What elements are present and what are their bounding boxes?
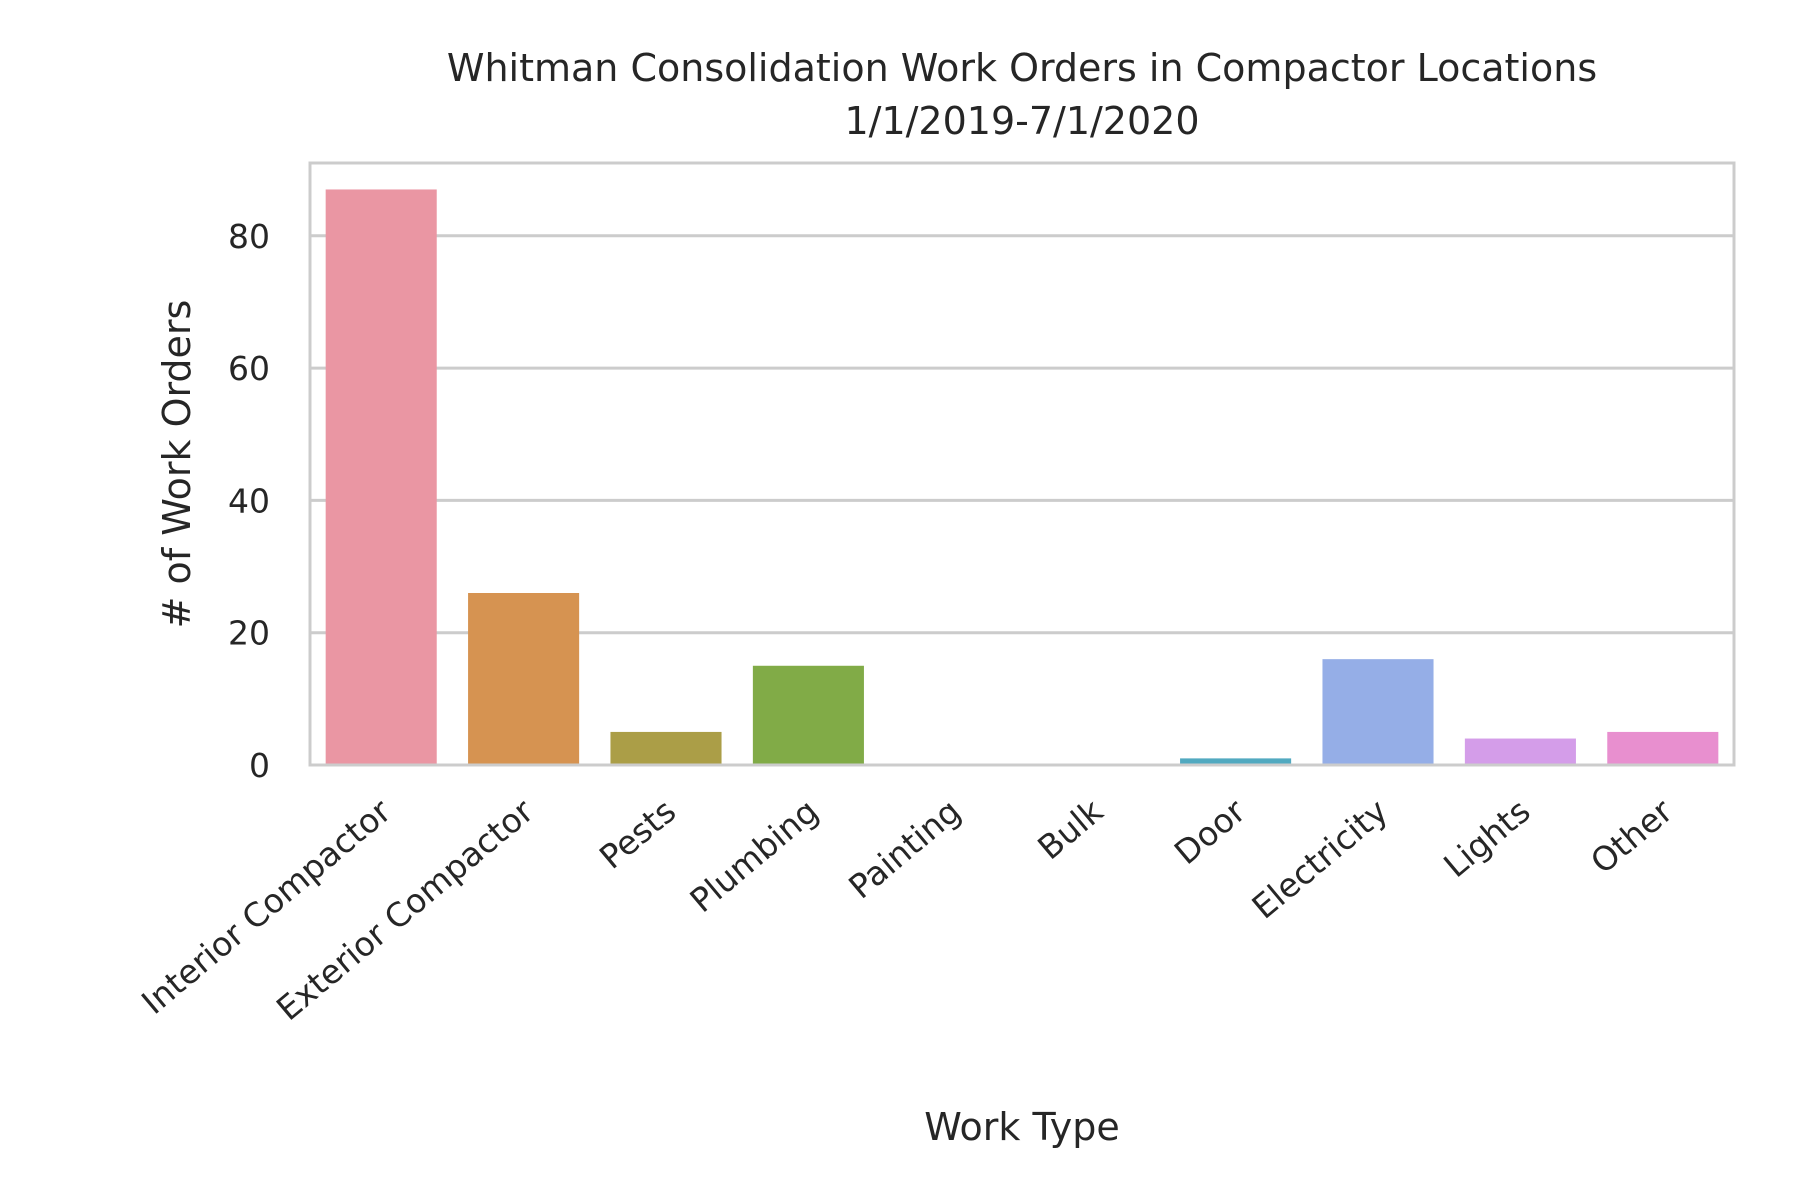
gridlines [310, 234, 1734, 635]
y-tick-label: 40 [228, 481, 270, 520]
bar-exterior-compactor [468, 593, 580, 765]
plot-frame [308, 161, 1736, 767]
y-tick-label: 80 [228, 217, 270, 256]
bar-plumbing [752, 665, 864, 765]
chart-subtitle: 1/1/2019-7/1/2020 [844, 99, 1199, 143]
bar-electricity [1322, 659, 1434, 765]
bars [325, 189, 1719, 765]
bar-door [1180, 758, 1292, 765]
y-axis-ticks: 0 20 40 60 80 [228, 217, 270, 785]
chart-title: Whitman Consolidation Work Orders in Com… [447, 46, 1597, 90]
x-axis-label: Work Type [924, 1105, 1120, 1149]
y-tick-label: 60 [228, 349, 270, 388]
y-tick-label: 20 [228, 614, 270, 653]
bar-interior-compactor [325, 189, 437, 765]
bar-other [1607, 731, 1719, 765]
bar-pests [610, 731, 722, 765]
y-tick-label: 0 [249, 746, 270, 785]
bar-lights [1464, 738, 1576, 765]
y-axis-label: # of Work Orders [155, 300, 199, 629]
